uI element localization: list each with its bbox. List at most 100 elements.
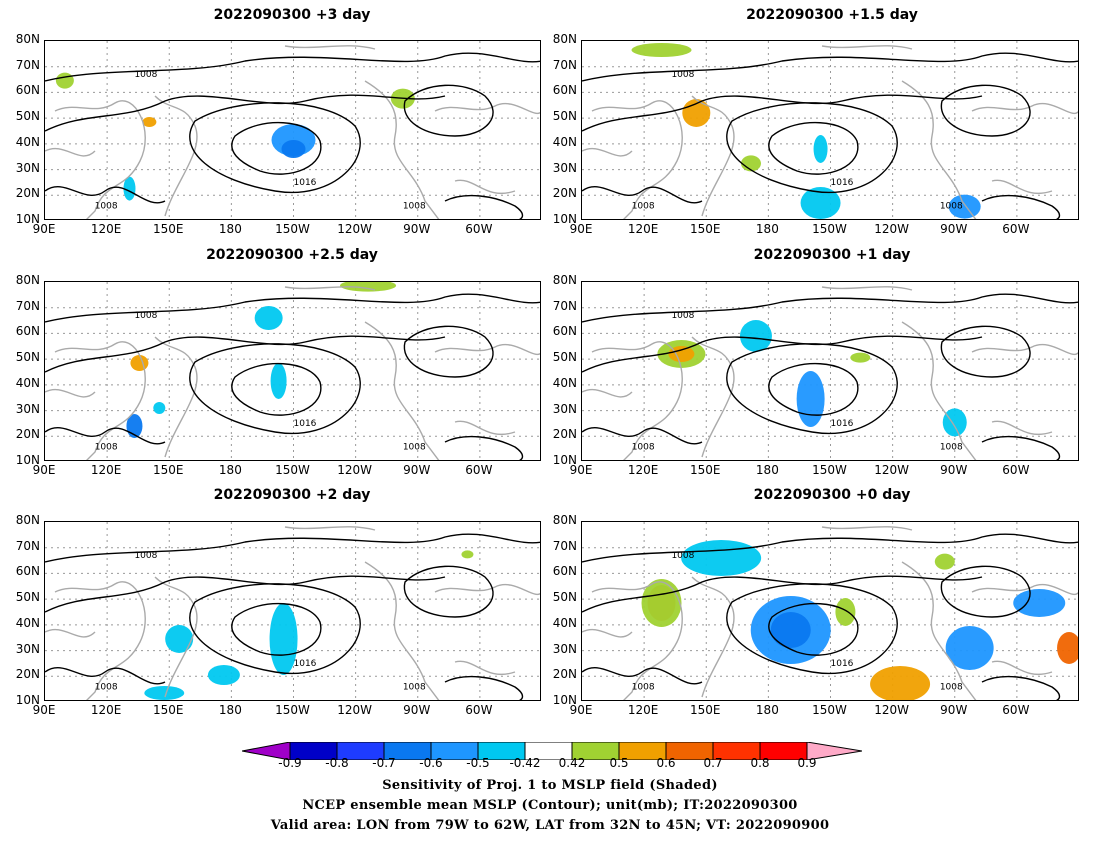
- latitude-label: 30N: [15, 160, 40, 175]
- coastline: [821, 526, 913, 531]
- mslp-contour: [726, 102, 898, 194]
- map-canvas: 1008 1016 1008 1008: [582, 522, 1078, 700]
- colorbar-tick-label: -0.42: [509, 756, 541, 770]
- sensitivity-shading: [461, 550, 474, 559]
- mslp-contour: [231, 602, 322, 656]
- sensitivity-shading: [668, 346, 695, 362]
- latitude-label: 30N: [15, 641, 40, 656]
- latitude-label: 30N: [552, 160, 577, 175]
- latitude-label: 70N: [552, 538, 577, 553]
- contour-label: 1016: [831, 419, 854, 429]
- coastline: [901, 321, 977, 460]
- coastline: [691, 576, 735, 698]
- contour-label: 1008: [95, 682, 118, 692]
- longitude-label: 150W: [275, 222, 310, 236]
- longitude-label: 120W: [874, 703, 910, 717]
- latitude-label: 40N: [552, 615, 577, 630]
- coastline: [582, 388, 633, 398]
- longitude-label: 60W: [465, 703, 493, 717]
- contour-label: 1008: [403, 682, 426, 692]
- latitude-label: 80N: [15, 513, 40, 527]
- contour-label: 1008: [134, 551, 157, 561]
- coastline: [582, 147, 633, 157]
- latitude-label: 70N: [552, 57, 577, 72]
- latitude-label: 80N: [15, 273, 40, 287]
- colorbar-tick-label: -0.6: [419, 756, 443, 770]
- sensitivity-shading: [740, 155, 761, 172]
- longitude-label: 90E: [32, 222, 56, 236]
- contour-label: 1016: [294, 178, 317, 188]
- mslp-contour: [582, 666, 703, 685]
- sensitivity-shading: [130, 355, 149, 371]
- sensitivity-shading: [153, 402, 166, 414]
- sensitivity-shading: [142, 117, 157, 127]
- sensitivity-shading: [165, 625, 194, 653]
- latitude-label: 50N: [552, 590, 577, 605]
- latitude-label: 10N: [552, 693, 577, 707]
- latitude-label: 10N: [15, 693, 40, 707]
- longitude-label: 150W: [275, 463, 310, 477]
- colorbar-tick-label: 0.9: [797, 756, 817, 770]
- mslp-contour: [189, 102, 361, 194]
- mslp-contour: [768, 362, 859, 416]
- sensitivity-shading: [270, 363, 287, 399]
- sensitivity-shading: [254, 306, 283, 330]
- mslp-contour: [231, 121, 322, 175]
- longitude-label: 90W: [403, 703, 431, 717]
- mslp-contour: [582, 426, 703, 445]
- contour-label: 1008: [134, 70, 157, 80]
- colorbar-tick-label: 0.6: [656, 756, 676, 770]
- mslp-contour: [403, 84, 494, 137]
- latitude-label: 10N: [552, 212, 577, 226]
- sensitivity-shading: [631, 43, 692, 57]
- latitude-label: 20N: [552, 186, 577, 201]
- colorbar-tick-label: 0.8: [750, 756, 770, 770]
- panel-title-5: 2022090300 +2 day: [213, 487, 371, 503]
- coastline: [691, 95, 735, 217]
- latitude-label: 50N: [15, 350, 40, 365]
- contour-label: 1008: [134, 311, 157, 321]
- mslp-contour: [45, 575, 446, 613]
- latitude-label: 30N: [552, 401, 577, 416]
- coastline: [591, 100, 683, 219]
- longitude-label: 180: [218, 463, 242, 477]
- coastline: [821, 45, 913, 50]
- map-canvas: 1008 1016 1008 1008: [45, 522, 540, 700]
- longitude-label: 90E: [32, 463, 56, 477]
- latitude-label: 60N: [552, 324, 577, 339]
- map-panel-1: 1008 1016 1008 1008: [44, 40, 541, 220]
- colorbar-tick-label: 0.5: [609, 756, 629, 770]
- colorbar: [242, 742, 862, 760]
- sensitivity-shading: [269, 603, 298, 675]
- map-canvas: 1008 1016 1008 1008: [582, 41, 1078, 219]
- longitude-label: 60W: [1002, 703, 1030, 717]
- sensitivity-shading: [1057, 632, 1078, 664]
- latitude-label: 30N: [15, 401, 40, 416]
- coastline: [45, 388, 96, 398]
- longitude-label: 150E: [690, 703, 721, 717]
- sensitivity-shading: [123, 176, 136, 201]
- longitude-label: 60W: [1002, 222, 1030, 236]
- mslp-contour: [189, 343, 361, 435]
- latitude-label: 60N: [15, 564, 40, 579]
- sensitivity-shading: [281, 140, 306, 158]
- mslp-contour: [444, 435, 524, 460]
- longitude-label: 90E: [569, 463, 593, 477]
- colorbar-tick-label: -0.7: [372, 756, 396, 770]
- panel-title-4: 2022090300 +1 day: [753, 247, 911, 263]
- longitude-label: 90W: [403, 463, 431, 477]
- longitude-label: 120W: [337, 703, 373, 717]
- contour-label: 1008: [632, 682, 655, 692]
- coastline: [971, 344, 1078, 355]
- mslp-contour: [403, 565, 494, 618]
- sensitivity-shading: [340, 282, 397, 292]
- coastline: [591, 341, 683, 460]
- sensitivity-shading: [835, 598, 856, 626]
- coastline: [45, 147, 96, 157]
- contour-label: 1008: [632, 442, 655, 452]
- coastline: [582, 628, 633, 638]
- coastline: [54, 581, 146, 700]
- colorbar-tick-label: -0.8: [325, 756, 349, 770]
- latitude-label: 60N: [552, 564, 577, 579]
- longitude-label: 150W: [275, 703, 310, 717]
